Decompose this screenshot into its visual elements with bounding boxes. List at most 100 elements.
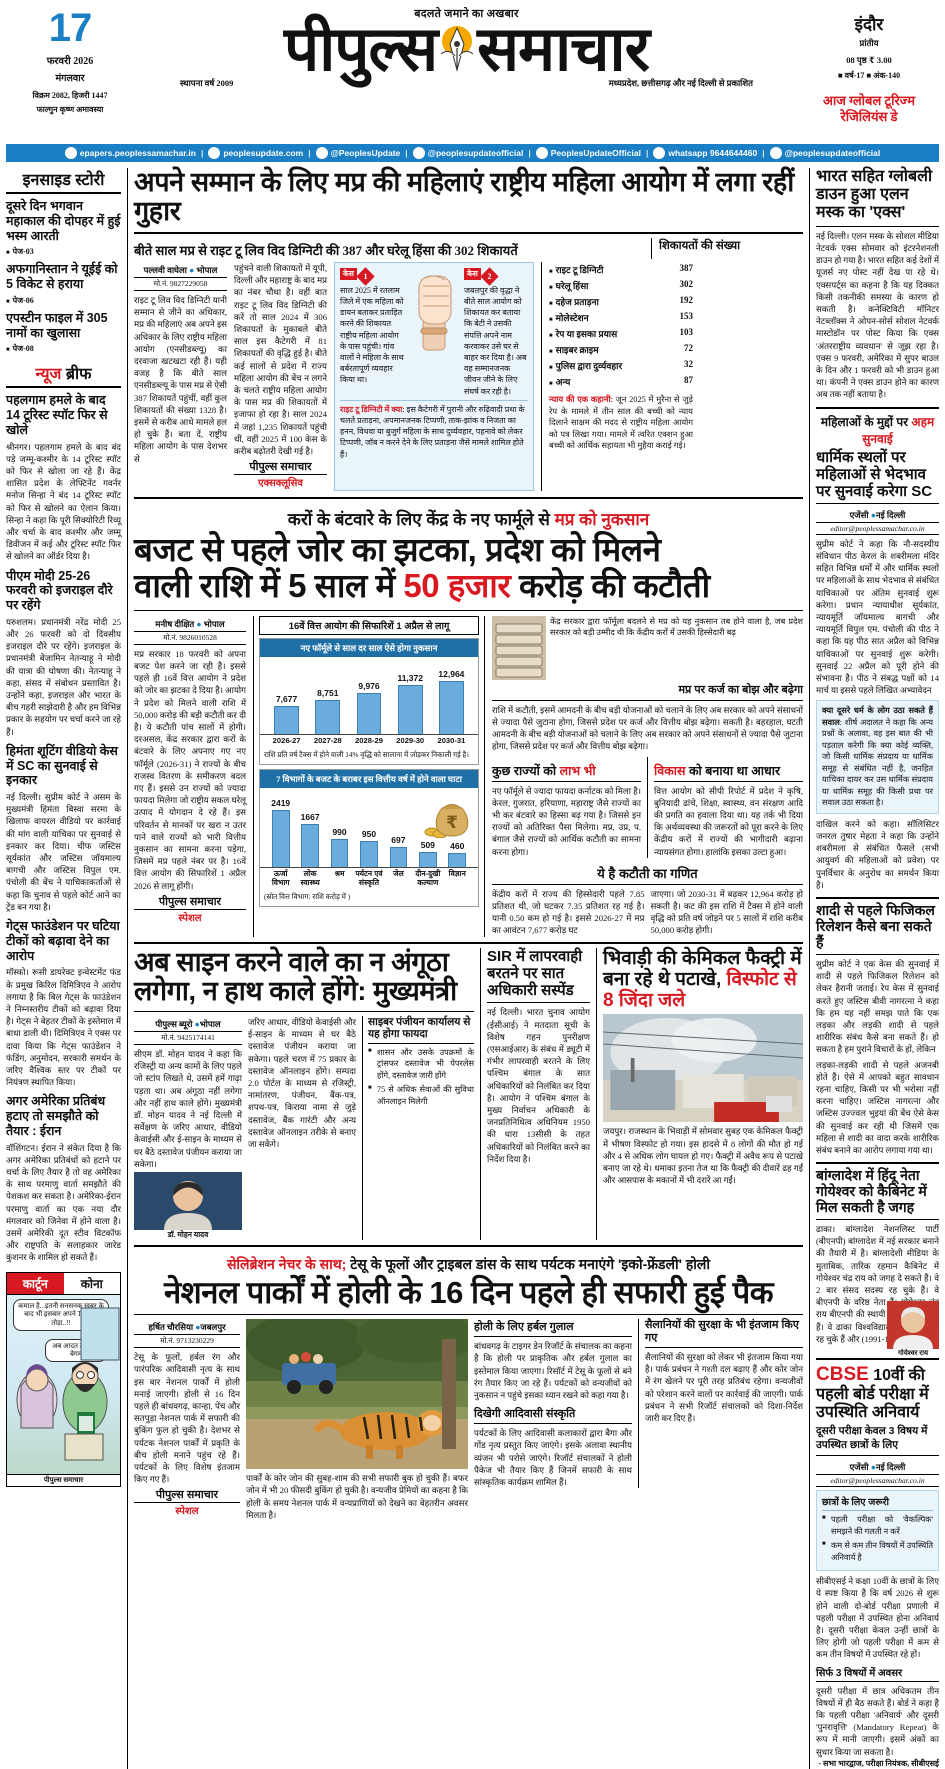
safari-col1: टेसू के फूलों, हर्बल रंग और पारंपरिक आदि… [134,1352,240,1485]
cm-story[interactable]: अब साइन करने वाले का न अंगूठा लगेगा, न ह… [134,947,474,1240]
case2-label: केस [464,267,481,281]
safari-box2-text: पर्यटकों के लिए आदिवासी कलाकारों द्वारा … [474,1428,632,1487]
budget-headline-line1: बजट से पहले जोर का झटका, प्रदेश को मिलने [134,531,661,569]
bangladesh-story[interactable]: बांग्लादेश में हिंदू नेता गोयेश्वर को कै… [816,1167,939,1357]
date-block: 17 फरवरी 2026 मंगलवार विक्रम 2082, हिजरी… [6,6,134,115]
newspaper-page: 17 फरवरी 2026 मंगलवार विक्रम 2082, हिजरी… [0,0,945,1445]
sir-headline: SIR में लापरवाही बरतने पर सात अधिकारी सस… [487,947,583,1000]
right-column: भारत सहित ग्लोबली डाउन हुआ एलन मस्क का '… [809,168,939,1769]
vikas-text: वित्त आयोग को सीपी रिपोर्ट में प्रदेश ने… [654,785,803,857]
main-grid: इनसाइड स्टोरी दूसरे दिन भगवान महाकाल की … [6,167,939,1769]
exclusive-stamp: पीपुल्स समाचार एक्सक्लूसिव [234,459,327,489]
stat-row: राइट टू डिग्निटी387 [549,262,693,278]
budget-kicker: करों के बंटवारे के लिए केंद्र के नए फार्… [287,510,650,530]
social-link-website[interactable]: epapers.peoplessamachar.in [64,147,196,159]
social-link-whatsapp[interactable]: whatsapp 9644644460 [653,147,757,159]
inside-story-item[interactable]: अफगानिस्तान ने यूईई को 5 विकेट से हराया … [6,262,121,306]
brief-article[interactable]: पीएम मोदी 25-26 फरवरी को इजराइल दौरे पर … [6,569,121,738]
safari-story[interactable]: सेलिब्रेशन नेचर के साथ; टेसू के फूलों और… [134,1251,803,1521]
cbse-bullet: कम से कम तीन विषयों में उपस्थिति अनिवार्… [822,1540,933,1563]
benefit-head: कुछ राज्यों को लाभ भी [492,762,641,782]
safari-box2-head: दिखेगी आदिवासी संस्कृति [474,1406,632,1425]
founded-year: स्थापना वर्ष 2009 [180,78,234,89]
budget-photo-caption: केंद्र सरकार द्वारा फॉर्मूला बदलने से मप… [550,616,803,638]
cm-photo-caption: डॉ. मोहन यादव [167,1230,209,1239]
cbse-box2-attr: - सभा भारद्वाज, परीक्षा नियंत्रक, सीबीएस… [818,1758,939,1768]
byline-place: भोपाल [196,264,218,275]
cbse-bullet: पहली परीक्षा को 'वैकल्पिक' समझने की गलती… [822,1514,933,1537]
budget-headline-line2: वाली राशि में 5 साल में 50 हजार करोड़ की… [134,567,710,605]
bangladesh-portrait-photo [887,1301,939,1350]
bhiwadi-fire-photo [603,1014,803,1123]
cbse-story[interactable]: CBSE 10वीं की पहली बोर्ड परीक्षा में उपस… [816,1364,939,1769]
cm-box-head: साइबर पंजीयन कार्यालय से यह होगा फायदा [368,1016,474,1044]
musk-headline: भारत सहित ग्लोबली डाउन हुआ एलन मस्क का '… [816,168,933,222]
pages-price: 08 पृष्ठ ₹ 3.00 [846,55,892,65]
inside-story-item[interactable]: दूसरे दिन भगवान महाकाल की दोपहर में हुई … [6,199,121,257]
sc-headline: धार्मिक स्थलों पर महिलाओं से भेदभाव पर स… [816,448,933,500]
chart2-title: 7 विभागों के बजट के बराबर इस वित्तीय वर्… [260,769,478,788]
relation-story[interactable]: शादी से पहले फिजिकल रिलेशन कैसे बना सकते… [816,902,939,1156]
budget-headline: बजट से पहले जोर का झटका, प्रदेश को मिलने… [134,531,803,605]
brief-title: गेट्स फाउंडेशन पर घटिया टीकों को बढ़ावा … [6,919,120,963]
case2-text: जबलपुर की वृद्धा ने बीते साल आयोग को शिक… [464,285,527,396]
sc-story[interactable]: महिलाओं के मुद्दों पर अहम सुनवाई धार्मिक… [816,413,939,892]
left-column: इनसाइड स्टोरी दूसरे दिन भगवान महाकाल की … [6,168,128,1769]
brief-article[interactable]: पहलगाम हमले के बाद 14 टूरिस्ट स्पॉट फिर … [6,393,121,562]
chart1-bars: 7,677 8,751 9,976 11,372 12,964 [260,657,478,735]
sc-box-label: क्या दूसरे धर्म के लोग उठा सकते हैं सवाल [822,706,933,727]
complaints-stats-list: राइट टू डिग्निटी387 घरेलू हिंसा302 दहेज … [549,262,693,390]
social-link-instagram[interactable]: @peoplesupdateofficial [412,147,523,159]
sir-body: नई दिल्ली। भारत चुनाव आयोग (ईसीआई) ने मत… [487,1007,590,1164]
fist-illustration [407,268,461,397]
brief-article[interactable]: हिमंता शूटिंग वीडियो केस में SC का सुनवा… [6,744,121,913]
brief-article[interactable]: गेट्स फाउंडेशन पर घटिया टीकों को बढ़ावा … [6,919,121,1088]
today-event: आज ग्लोबल टूरिज्म रेजिलियंस डे [823,93,915,125]
news-brief-header: न्यूज ब्रीफ [6,362,121,389]
cartoon-credit: पीपुल्स समाचार [6,1474,121,1487]
cbse-body: सीबीएसई ने कक्षा 10वीं के छात्रों के लिए… [816,1576,939,1660]
cartoon-header: कार्टून कोना [6,1271,121,1295]
cartoon-label-a: कार्टून [7,1272,64,1294]
x-twitter-icon [315,147,328,159]
dignity-label: राइट टू डिग्निटी में क्या [340,404,403,414]
cm-col2: जरिए आधार, वीडियो केवाईसी और ई-साइन के म… [248,1016,356,1149]
brief-article[interactable]: अगर अमेरिका प्रतिबंध हटाए तो समझौते को त… [6,1094,121,1263]
inside-story-item[interactable]: एपस्टीन फाइल में 305 नामों का खुलासा पेज… [6,311,121,355]
stats-title: शिकायतों की संख्या [659,240,741,253]
brief-title: पहलगाम हमले के बाद 14 टूरिस्ट स्पॉट फिर … [6,393,108,437]
chart1-title: नए फॉर्मूले से साल दर साल ऐसे होगा नुकसा… [260,638,478,657]
social-link-app[interactable]: peoplesupdate.com [208,147,303,159]
date-day: 17 [48,6,93,50]
musk-story[interactable]: भारत सहित ग्लोबली डाउन हुआ एलन मस्क का '… [816,168,939,401]
lead-story[interactable]: अपने सम्मान के लिए मप्र की महिलाएं राष्ट… [134,167,803,492]
cm-portrait-photo [134,1172,242,1230]
chart1-note: राशि प्रति वर्ष टैक्स में होने वाली 14% … [264,751,469,760]
sir-story[interactable]: SIR में लापरवाही बरतने पर सात अधिकारी सस… [480,947,590,1240]
vikas-head: विकास को बनाया था आधार [654,762,803,782]
math-col2: जाएगा। जो 2030-31 में बढ़कर 12,964 करोड़… [650,888,804,936]
budget-story[interactable]: करों के बंटवारे के लिए केंद्र के नए फार्… [134,503,804,937]
bhiwadi-story[interactable]: भिवाड़ी की केमिकल फैक्ट्री में बना रहे थ… [596,947,803,1240]
globe-icon [64,147,77,159]
sc-email: editor@peoplessamachar.co.in [816,521,939,535]
budget-byline: मनीष दीक्षित ● भोपाल [155,618,225,629]
stamp-brand: पीपुल्स समाचार [234,459,327,476]
stat-row: दहेज प्रताड़ना192 [549,294,693,310]
social-link-x[interactable]: @PeoplesUpdate [315,147,400,159]
cartoon-label-b: कोना [80,1276,103,1291]
masthead: 17 फरवरी 2026 मंगलवार विक्रम 2082, हिजरी… [6,0,939,140]
cases-factbox: केस 1 साल 2025 में रतलाम जिले में एक महि… [334,261,534,492]
middle-column: अपने सम्मान के लिए मप्र की महिलाएं राष्ट… [128,167,809,1769]
chart2-bar: 2419 [266,798,295,867]
debt-text: राशि में कटौती, इसमें आमदनी के बीच बड़ी … [492,704,803,752]
lead-body-col2: पहुंचने वाली शिकायतों में यूपी, दिल्ली औ… [234,262,327,456]
social-link-facebook[interactable]: PeoplesUpdateOfficial [535,147,641,159]
chart2-note: (स्रोत वित्त विभाग: राशि करोड़ में ) [264,893,351,902]
masthead-center: बदलते जमाने का अखबार पीपुल्स समाचार स्था… [134,6,799,89]
cartoon-image: कमाल है...इतनी सनसनक खबर के बाद भी इसबार… [6,1294,121,1475]
pen-nib-icon [435,23,479,75]
cm-byline: पीपुल्स ब्यूरो ●भोपाल [155,1018,221,1029]
instagram-icon [412,147,425,159]
social-link-youtube[interactable]: @peoplesupdateofficial [769,147,880,159]
